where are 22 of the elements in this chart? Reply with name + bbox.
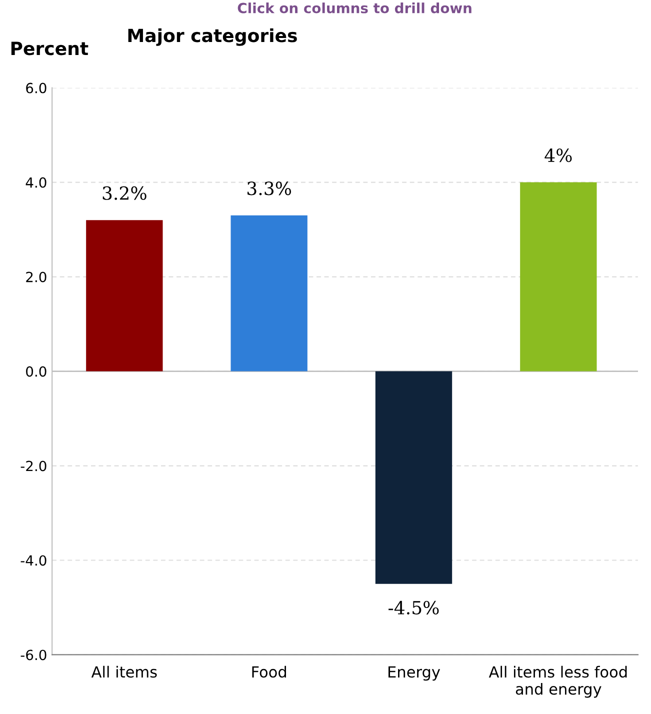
- x-tick-label: Food: [252, 666, 286, 678]
- bar: [375, 371, 452, 584]
- data-label: -4.5%: [388, 600, 439, 615]
- chart-title: Major categories: [128, 28, 297, 46]
- bar: [86, 220, 163, 372]
- y-axis-title: Percent: [11, 42, 88, 56]
- data-label: 3.3%: [248, 182, 292, 196]
- x-tick-label: All items less food and energy: [488, 666, 627, 698]
- y-tick-label: -6.0: [20, 650, 46, 660]
- bar: [520, 182, 597, 372]
- y-tick-label: 4.0: [26, 177, 46, 188]
- text: Click on columns to drill down: [238, 2, 472, 14]
- y-tick-label: -2.0: [20, 460, 46, 472]
- y-tick-label: 6.0: [26, 82, 46, 94]
- bar: [230, 215, 308, 372]
- y-tick-label: 2.0: [26, 272, 46, 282]
- y-tick-label: -4.0: [20, 555, 46, 566]
- x-tick-label: All items: [91, 666, 157, 678]
- x-tick-label: Energy: [388, 666, 440, 681]
- data-label: 3.2%: [102, 186, 146, 200]
- y-tick-label: 0.0: [26, 366, 46, 377]
- data-label: 4%: [544, 148, 572, 162]
